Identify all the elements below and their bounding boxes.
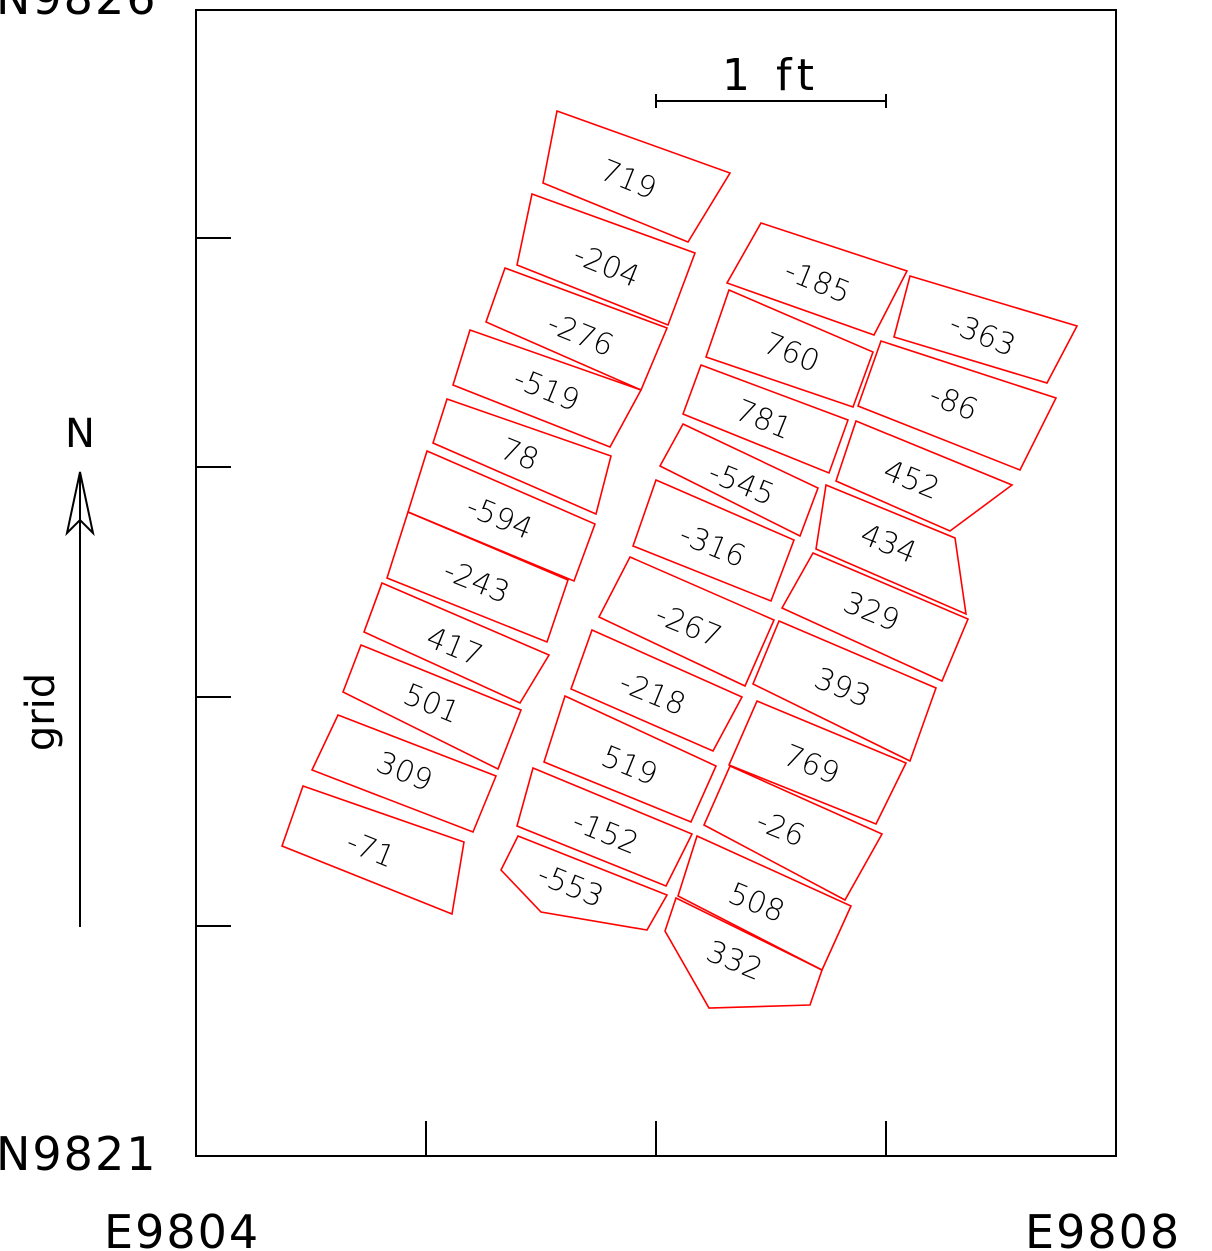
scale-bar: 1 ft bbox=[655, 50, 887, 108]
plate: -243 bbox=[386, 510, 569, 644]
plate-label: 309 bbox=[371, 745, 437, 799]
plate: 760 bbox=[704, 288, 875, 409]
plate-outline bbox=[362, 581, 551, 705]
plate-outline bbox=[280, 784, 465, 916]
plate-outline bbox=[704, 288, 875, 409]
plate-outline bbox=[751, 619, 938, 763]
plate-label: 332 bbox=[701, 934, 767, 988]
north-letter: N bbox=[65, 411, 95, 457]
plate-outline bbox=[893, 274, 1079, 384]
plate-outline bbox=[702, 764, 884, 902]
plate: -594 bbox=[407, 449, 597, 583]
north-arrow: N grid bbox=[18, 411, 95, 927]
plate-outline bbox=[310, 713, 498, 834]
plate: -553 bbox=[500, 834, 669, 931]
east-coordinate-left: E9804 bbox=[104, 1205, 260, 1251]
grid-label: grid bbox=[18, 673, 64, 751]
north-coordinate-top: N9826 bbox=[0, 0, 157, 25]
plate-outline bbox=[658, 422, 820, 538]
plate: 719 bbox=[542, 109, 732, 243]
plate-outline bbox=[407, 449, 597, 583]
plate: -519 bbox=[452, 328, 643, 449]
plate-outline bbox=[452, 328, 643, 449]
plate-label: 434 bbox=[855, 517, 921, 571]
plate: -185 bbox=[725, 222, 909, 336]
plate: -218 bbox=[569, 628, 744, 753]
plate-outline bbox=[597, 555, 776, 688]
scale-bar-label: 1 ft bbox=[722, 50, 820, 101]
plate-label: -86 bbox=[924, 378, 983, 429]
plate-label: 78 bbox=[495, 432, 544, 479]
plate: 781 bbox=[681, 363, 850, 475]
plate-outline bbox=[815, 483, 967, 616]
plate-outline bbox=[727, 699, 908, 826]
plate-label: -519 bbox=[508, 361, 584, 419]
plate-label: -71 bbox=[341, 825, 400, 876]
plate-outline bbox=[856, 339, 1058, 472]
plate: 508 bbox=[677, 834, 853, 972]
plate-label: 417 bbox=[421, 620, 487, 674]
plate-outline bbox=[543, 694, 718, 824]
plate: -363 bbox=[893, 274, 1079, 384]
plate: -71 bbox=[280, 784, 465, 916]
plate-outline bbox=[835, 419, 1014, 532]
plate-outline bbox=[341, 643, 523, 771]
plate-outline bbox=[516, 192, 697, 327]
plate-outline bbox=[386, 510, 569, 644]
plate-outline bbox=[500, 834, 669, 931]
plate-outline bbox=[681, 363, 850, 475]
east-coordinate-right: E9808 bbox=[1025, 1205, 1181, 1251]
plate: -86 bbox=[856, 339, 1058, 472]
plate-label: -218 bbox=[614, 665, 690, 723]
plate-label: -152 bbox=[567, 804, 643, 862]
plate: 417 bbox=[362, 581, 551, 705]
plate-label: 452 bbox=[878, 453, 944, 507]
plate-label: -204 bbox=[568, 237, 644, 295]
plate-outline bbox=[664, 896, 823, 1009]
plate-outline bbox=[725, 222, 909, 336]
plate-label: 519 bbox=[596, 739, 662, 793]
plate: -267 bbox=[597, 555, 776, 688]
plate: 78 bbox=[432, 397, 612, 516]
plate: -545 bbox=[658, 422, 820, 538]
plate-label: 781 bbox=[730, 393, 796, 447]
plate-label: 501 bbox=[398, 677, 464, 731]
north-arrow-head bbox=[65, 471, 95, 537]
plate: 393 bbox=[751, 619, 938, 763]
plate: -276 bbox=[484, 266, 669, 392]
plate-label: 769 bbox=[778, 738, 844, 792]
north-coordinate-bottom: N9821 bbox=[0, 1127, 157, 1181]
plate-label: 719 bbox=[595, 153, 661, 207]
plate-label: -26 bbox=[751, 804, 810, 855]
plate-label: -553 bbox=[532, 857, 608, 915]
plate-label: 329 bbox=[838, 585, 904, 639]
plate-label: 393 bbox=[809, 661, 875, 715]
plate-label: 508 bbox=[723, 876, 789, 930]
plate: 309 bbox=[310, 713, 498, 834]
plate-label: -276 bbox=[542, 306, 618, 364]
plate-outline bbox=[631, 478, 796, 603]
plate-outline bbox=[516, 766, 694, 888]
plate-outline bbox=[569, 628, 744, 753]
plate-label: -185 bbox=[779, 253, 855, 311]
plate-outline bbox=[542, 109, 732, 243]
plate-outline bbox=[432, 397, 612, 516]
plate-label: 760 bbox=[758, 326, 824, 380]
plate: 452 bbox=[835, 419, 1014, 532]
plate-outline bbox=[780, 551, 970, 683]
